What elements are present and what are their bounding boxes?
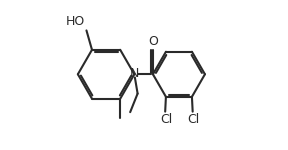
Text: O: O <box>149 34 159 48</box>
Text: N: N <box>130 68 139 80</box>
Text: Cl: Cl <box>160 113 172 126</box>
Circle shape <box>151 72 155 76</box>
Circle shape <box>130 70 139 78</box>
Text: HO: HO <box>66 15 85 27</box>
Text: Cl: Cl <box>187 113 200 126</box>
